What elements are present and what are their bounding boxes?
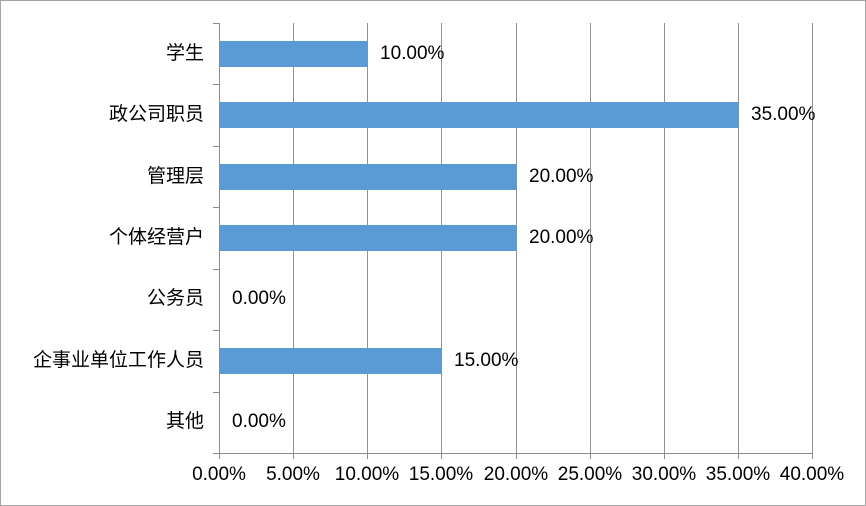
x-axis-tick-label: 10.00%	[334, 464, 400, 485]
data-bar	[220, 164, 517, 190]
x-axis-tick	[738, 453, 739, 459]
x-axis-tick	[812, 453, 813, 459]
category-label: 政公司职员	[108, 104, 204, 125]
y-axis-tick	[213, 84, 219, 85]
y-axis-tick	[213, 207, 219, 208]
gridline	[590, 23, 591, 453]
x-axis-tick-label: 5.00%	[266, 464, 320, 485]
value-label: 0.00%	[232, 288, 286, 309]
x-axis-tick-label: 15.00%	[408, 464, 474, 485]
category-label: 其他	[165, 411, 204, 432]
x-axis-tick	[664, 453, 665, 459]
value-label: 20.00%	[529, 227, 594, 248]
y-axis-tick	[213, 23, 219, 24]
x-axis-tick-label: 20.00%	[483, 464, 549, 485]
data-bar	[220, 225, 517, 251]
x-axis-tick	[219, 453, 220, 459]
category-label: 个体经营户	[108, 227, 204, 248]
x-axis-tick	[293, 453, 294, 459]
y-axis-tick	[213, 392, 219, 393]
y-axis-tick	[213, 330, 219, 331]
data-bar	[220, 102, 739, 128]
category-label: 公务员	[146, 288, 204, 309]
gridline	[738, 23, 739, 453]
x-axis-tick-label: 0.00%	[192, 464, 246, 485]
x-axis-line	[219, 453, 813, 454]
category-label: 企事业单位工作人员	[32, 350, 204, 371]
x-axis-tick-label: 30.00%	[631, 464, 697, 485]
value-label: 10.00%	[380, 43, 445, 64]
y-axis-tick	[213, 453, 219, 454]
gridline	[812, 23, 813, 453]
y-axis-tick	[213, 269, 219, 270]
data-bar	[220, 41, 368, 67]
x-axis-tick-label: 40.00%	[779, 464, 845, 485]
x-axis-tick	[516, 453, 517, 459]
gridline	[664, 23, 665, 453]
x-axis-tick-label: 35.00%	[705, 464, 771, 485]
value-label: 20.00%	[529, 166, 594, 187]
value-label: 15.00%	[454, 350, 519, 371]
value-label: 0.00%	[232, 411, 286, 432]
value-label: 35.00%	[751, 104, 816, 125]
y-axis-tick	[213, 146, 219, 147]
y-axis-line	[219, 23, 220, 453]
category-label: 管理层	[146, 166, 204, 187]
x-axis-tick	[590, 453, 591, 459]
category-label: 学生	[165, 43, 204, 64]
data-bar	[220, 348, 442, 374]
x-axis-tick	[367, 453, 368, 459]
x-axis-tick-label: 25.00%	[557, 464, 623, 485]
x-axis-tick	[441, 453, 442, 459]
